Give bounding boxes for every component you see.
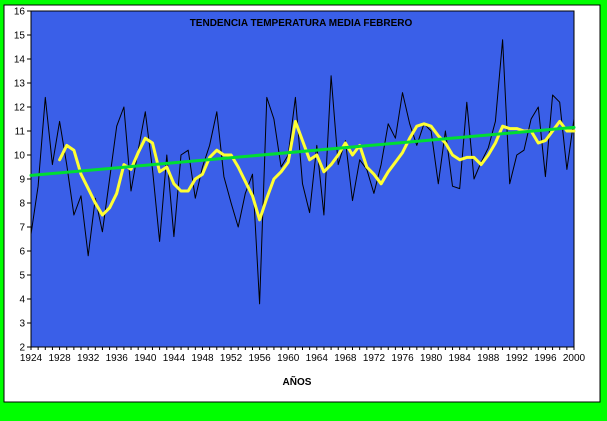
y-tick-label: 14 [14, 55, 26, 66]
x-tick-label: 1924 [20, 353, 43, 364]
y-tick-label: 9 [19, 175, 25, 186]
series-layer [29, 39, 576, 305]
x-tick-label: 2000 [563, 353, 586, 364]
annual-temperature-line [30, 39, 575, 305]
moving-average-line-group [58, 119, 576, 222]
y-tick-label: 4 [19, 295, 25, 306]
x-tick-label: 1980 [420, 353, 443, 364]
x-axis: 1924 1928 1932 1936 1940 1944 1948 1952 1956 1960… [20, 347, 586, 364]
y-tick-label: 11 [15, 127, 26, 138]
y-tick-label: 3 [19, 319, 25, 330]
x-tick-label: 1972 [363, 353, 386, 364]
y-tick-label: 8 [19, 199, 25, 210]
x-tick-label: 1936 [106, 353, 129, 364]
trend-line-group [29, 125, 576, 177]
y-tick-label: 6 [19, 247, 25, 258]
annual-temperature-line-group [30, 39, 575, 305]
moving-average-line [58, 119, 576, 222]
x-tick-label: 1976 [391, 353, 414, 364]
y-tick-label: 12 [14, 103, 26, 114]
y-tick-label: 15 [14, 31, 26, 42]
x-tick-label: 1960 [277, 353, 300, 364]
x-tick-label: 1988 [477, 353, 500, 364]
x-tick-label: 1928 [48, 353, 71, 364]
x-tick-label: 1952 [220, 353, 243, 364]
x-tick-label: 1996 [534, 353, 557, 364]
y-tick-label: 5 [19, 271, 25, 282]
x-tick-label: 1984 [449, 353, 472, 364]
x-tick-label: 1968 [334, 353, 357, 364]
y-tick-label: 2 [19, 343, 25, 354]
x-tick-label: 1956 [249, 353, 272, 364]
x-axis-label: AÑOS [283, 375, 312, 388]
x-tick-label: 1944 [163, 353, 186, 364]
x-tick-label: 1932 [77, 353, 100, 364]
x-tick-label: 1948 [191, 353, 214, 364]
y-axis: 2 3 4 5 6 7 8 9 10 11 12 13 14 15 16 [14, 7, 31, 354]
chart-title: TENDENCIA TEMPERATURA MEDIA FEBRERO [190, 18, 413, 29]
trend-line [29, 125, 576, 177]
y-tick-label: 16 [14, 7, 26, 18]
x-tick-label: 1940 [134, 353, 157, 364]
y-tick-label: 13 [14, 79, 26, 90]
y-tick-label: 10 [14, 151, 26, 162]
x-tick-label: 1992 [506, 353, 529, 364]
x-tick-label: 1964 [306, 353, 329, 364]
y-tick-label: 7 [19, 223, 25, 234]
